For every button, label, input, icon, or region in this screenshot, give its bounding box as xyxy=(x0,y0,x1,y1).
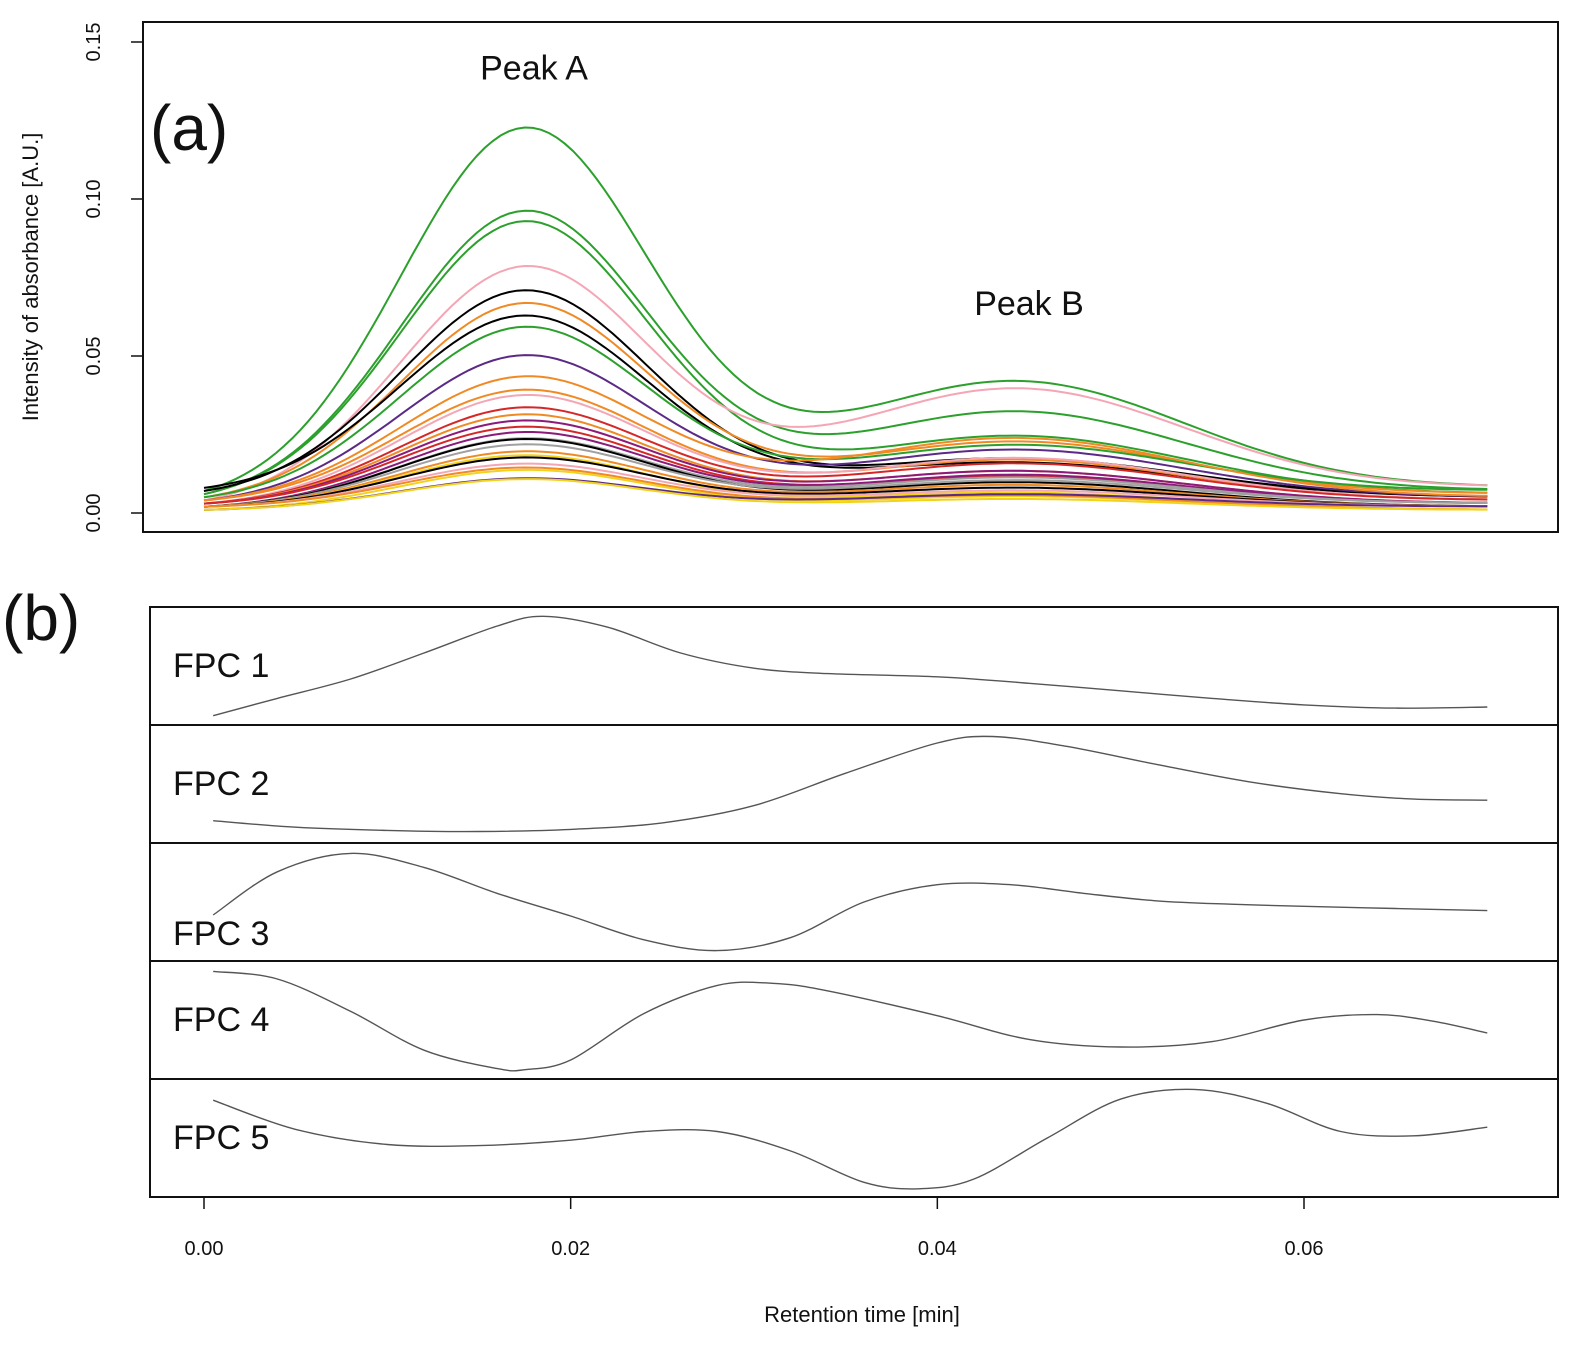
y-tick-label: 0.10 xyxy=(83,180,105,219)
absorbance-curve xyxy=(203,462,1488,508)
x-tick-label: 0.00 xyxy=(185,1238,224,1260)
x-axis-label: Retention time [min] xyxy=(764,1302,960,1327)
absorbance-curve xyxy=(203,209,1488,496)
fpc-curve xyxy=(212,1088,1488,1190)
absorbance-curve xyxy=(203,478,1488,511)
peak-b-label: Peak B xyxy=(974,285,1084,323)
panel-a: (a) Intensity of absorbance [A.U.] 0.000… xyxy=(18,21,1559,533)
peak-a-label: Peak A xyxy=(480,50,588,88)
fpc-label: FPC 4 xyxy=(173,1001,269,1039)
absorbance-curve xyxy=(203,443,1488,508)
y-axis-label: Intensity of absorbance [A.U.] xyxy=(18,133,43,422)
y-tick-label: 0.05 xyxy=(83,337,105,376)
absorbance-curve xyxy=(203,406,1488,505)
panel-a-tag: (a) xyxy=(150,92,228,164)
fpc-label: FPC 1 xyxy=(173,647,269,685)
y-ticks: 0.00 0.05 0.10 0.15 xyxy=(83,23,143,533)
x-ticks: 0.00 0.02 0.04 0.06 xyxy=(185,1197,1324,1260)
absorbance-curve xyxy=(203,289,1488,498)
x-tick-label: 0.04 xyxy=(918,1238,957,1260)
fpc-curve xyxy=(212,852,1488,952)
absorbance-curve xyxy=(203,126,1488,492)
y-tick-label: 0.00 xyxy=(83,494,105,533)
x-tick-label: 0.02 xyxy=(551,1238,590,1260)
x-tick-label: 0.06 xyxy=(1285,1238,1324,1260)
absorbance-curve xyxy=(203,325,1488,499)
absorbance-curve xyxy=(203,354,1488,502)
panel-b-frame xyxy=(149,606,1559,1198)
absorbance-curve xyxy=(203,375,1488,502)
y-tick-label: 0.15 xyxy=(83,23,105,62)
fpc-curve xyxy=(213,970,1488,1072)
absorbance-curve xyxy=(203,314,1488,498)
absorbance-curve xyxy=(203,264,1488,502)
fpc-strips: FPC 1 FPC 2 FPC 3 FPC 4 FPC 5 xyxy=(150,615,1558,1190)
fpc-label: FPC 5 xyxy=(173,1119,269,1157)
absorbance-curve xyxy=(203,419,1488,505)
fpc-curve xyxy=(213,735,1488,833)
fpc-curve xyxy=(212,615,1488,717)
fpc-label: FPC 2 xyxy=(173,765,269,803)
panel-b-tag: (b) xyxy=(2,582,80,654)
absorbance-curve xyxy=(203,394,1488,505)
absorbance-curves xyxy=(203,126,1488,511)
fpc-label: FPC 3 xyxy=(173,915,269,953)
